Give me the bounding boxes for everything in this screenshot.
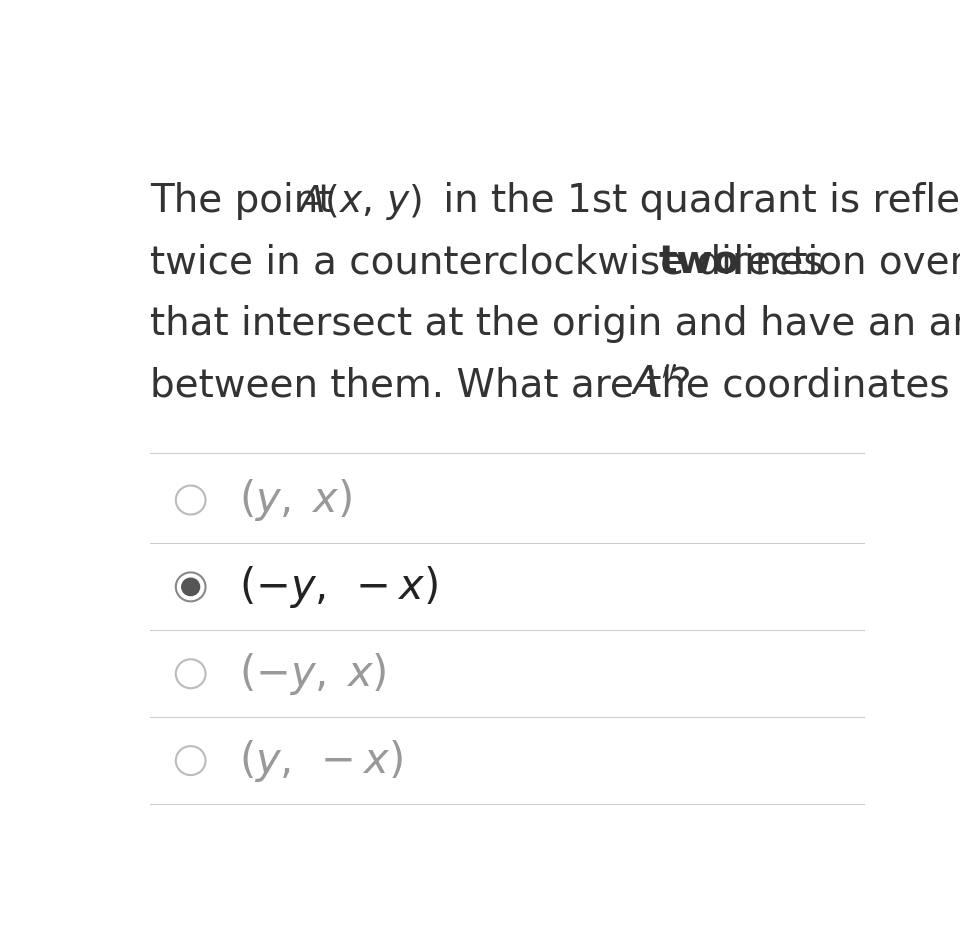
Circle shape [181,578,200,596]
Text: $\mathit{(-y,\;-x)}$: $\mathit{(-y,\;-x)}$ [239,564,438,610]
Text: ?: ? [670,366,691,404]
Text: $\mathit{(y,\;x)}$: $\mathit{(y,\;x)}$ [239,477,351,523]
Text: between them. What are the coordinates of: between them. What are the coordinates o… [150,366,960,404]
Text: $\mathit{(-y,\;x)}$: $\mathit{(-y,\;x)}$ [239,650,387,697]
Text: twice in a counterclockwise direction over: twice in a counterclockwise direction ov… [150,243,960,281]
Text: that intersect at the origin and have an angle of  45°: that intersect at the origin and have an… [150,305,960,342]
Text: $\mathit{A}''$: $\mathit{A}''$ [630,366,678,403]
Text: $\mathit{(y,\;-x)}$: $\mathit{(y,\;-x)}$ [239,738,403,784]
Text: The point: The point [150,181,346,220]
Text: lines: lines [721,243,824,281]
Text: in the 1st quadrant is reflected: in the 1st quadrant is reflected [431,181,960,220]
Text: $A(x,\,y)$: $A(x,\,y)$ [297,181,422,222]
Text: two: two [659,243,739,281]
